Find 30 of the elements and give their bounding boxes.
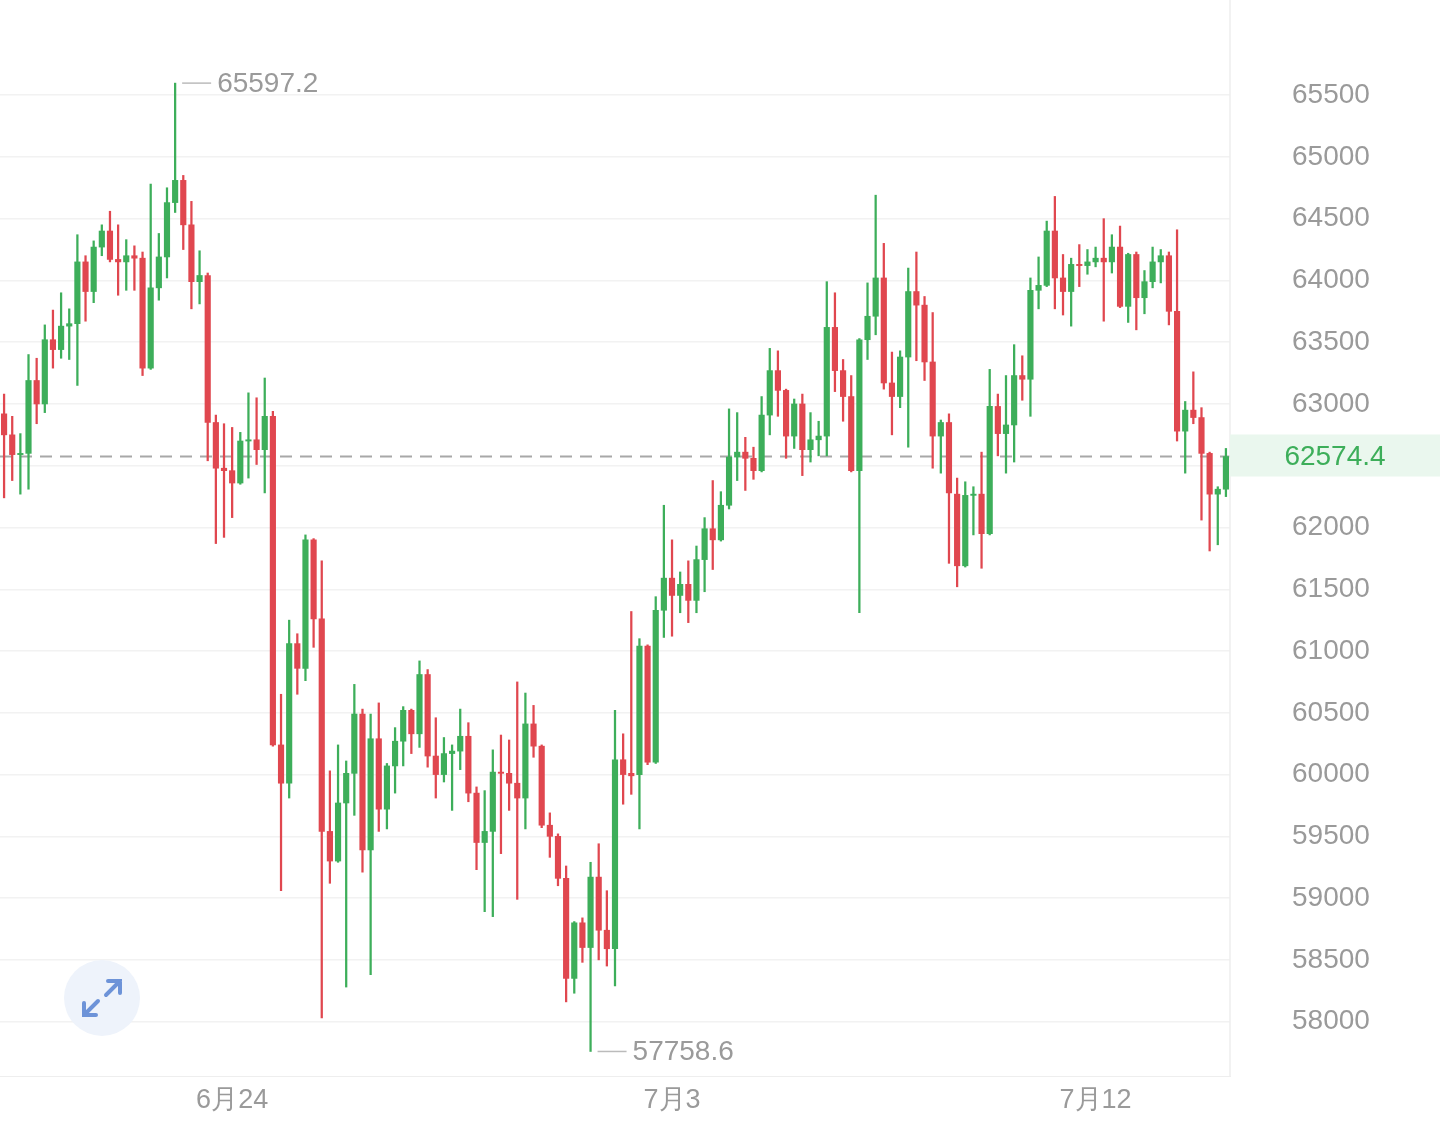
- annotation: 57758.6: [632, 1035, 734, 1067]
- y-tick-label: 62000: [1292, 510, 1370, 542]
- candlestick: [245, 392, 252, 479]
- y-tick-label: 61000: [1292, 633, 1370, 665]
- y-tick-label: 63000: [1292, 386, 1370, 418]
- candlestick: [131, 245, 138, 291]
- candlestick: [253, 397, 260, 465]
- candlestick: [807, 412, 814, 463]
- y-tick-label: 65500: [1292, 77, 1370, 109]
- ref-line-label: 62574.4: [1284, 440, 1386, 472]
- y-tick-label: 59000: [1292, 880, 1370, 912]
- candlestick: [913, 251, 920, 362]
- y-tick-label: 63500: [1292, 324, 1370, 356]
- y-tick-label: 65000: [1292, 139, 1370, 171]
- y-tick-label: 58500: [1292, 942, 1370, 974]
- y-tick-label: 60500: [1292, 695, 1370, 727]
- candlestick: [970, 486, 977, 536]
- y-tick-label: 58000: [1292, 1004, 1370, 1036]
- candlestick: [864, 282, 871, 360]
- y-tick-label: 64000: [1292, 263, 1370, 295]
- candlestick: [1084, 249, 1091, 275]
- x-tick-label: 7月3: [643, 1083, 701, 1114]
- annotation: 65597.2: [217, 66, 319, 98]
- y-tick-label: 60000: [1292, 757, 1370, 789]
- candlestick: [196, 250, 203, 305]
- x-tick-label: 6月24: [196, 1083, 269, 1114]
- y-tick-label: 59500: [1292, 819, 1370, 851]
- y-tick-label: 61500: [1292, 571, 1370, 603]
- x-tick-label: 7月12: [1059, 1083, 1132, 1114]
- y-tick-label: 64500: [1292, 201, 1370, 233]
